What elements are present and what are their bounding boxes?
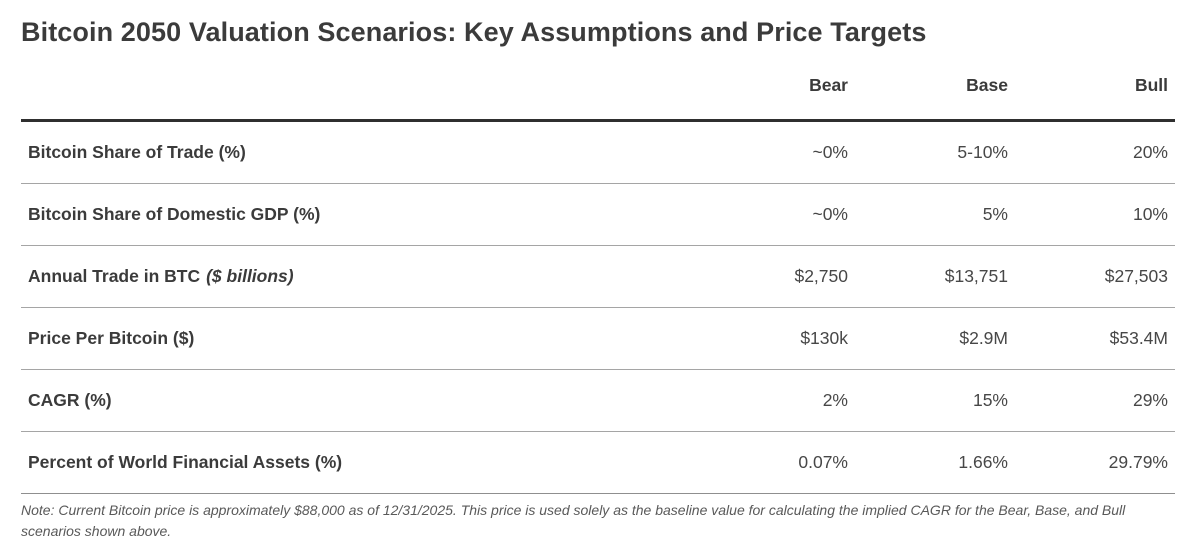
row-label: Percent of World Financial Assets (%) (21, 431, 695, 495)
table-row-share-of-gdp: Bitcoin Share of Domestic GDP (%) ~0% 5%… (21, 183, 1175, 247)
row-label-text: Annual Trade in BTC (28, 266, 201, 287)
row-label-text: Price Per Bitcoin ($) (28, 328, 195, 349)
table-header-row: Bear Base Bull (21, 52, 1175, 123)
cell-bull: 10% (1015, 183, 1175, 247)
table-row-world-financial-assets: Percent of World Financial Assets (%) 0.… (21, 431, 1175, 495)
row-label-text: CAGR (%) (28, 390, 112, 411)
cell-base: 1.66% (855, 431, 1015, 495)
cell-base: $2.9M (855, 307, 1015, 371)
table-row-share-of-trade: Bitcoin Share of Trade (%) ~0% 5-10% 20% (21, 120, 1175, 185)
cell-bull: $53.4M (1015, 307, 1175, 371)
header-base: Base (855, 52, 1015, 123)
row-label: Bitcoin Share of Trade (%) (21, 120, 695, 185)
row-label-note: ($ billions) (206, 266, 294, 287)
figure-title: Bitcoin 2050 Valuation Scenarios: Key As… (21, 17, 927, 47)
cell-bear: 0.07% (695, 431, 855, 495)
row-label: Annual Trade in BTC ($ billions) (21, 245, 695, 309)
table-row-cagr: CAGR (%) 2% 15% 29% (21, 369, 1175, 433)
table-head: Bear Base Bull (21, 52, 1175, 123)
table-row-annual-trade: Annual Trade in BTC ($ billions) $2,750 $… (21, 245, 1175, 309)
table-body: Bitcoin Share of Trade (%) ~0% 5-10% 20%… (21, 120, 1175, 495)
scenario-table: Bear Base Bull Bitcoin Share of Trade (%… (21, 52, 1175, 495)
cell-base: 5-10% (855, 120, 1015, 185)
cell-base: 15% (855, 369, 1015, 433)
cell-base: $13,751 (855, 245, 1015, 309)
row-label-text: Percent of World Financial Assets (%) (28, 452, 343, 473)
row-label-text: Bitcoin Share of Trade (%) (28, 142, 246, 163)
header-bull: Bull (1015, 52, 1175, 123)
cell-bear: $2,750 (695, 245, 855, 309)
cell-bear: $130k (695, 307, 855, 371)
cell-bull: 29% (1015, 369, 1175, 433)
cell-bear: ~0% (695, 120, 855, 185)
header-bear: Bear (695, 52, 855, 123)
figure-footnote: Note: Current Bitcoin price is approxima… (21, 502, 1126, 540)
cell-bull: 29.79% (1015, 431, 1175, 495)
cell-bear: ~0% (695, 183, 855, 247)
header-spacer-cell (21, 52, 695, 123)
row-label-text: Bitcoin Share of Domestic GDP (%) (28, 204, 321, 225)
valuation-table-figure: Bitcoin 2050 Valuation Scenarios: Key As… (21, 17, 1175, 540)
cell-bear: 2% (695, 369, 855, 433)
cell-bull: 20% (1015, 120, 1175, 185)
row-label: Price Per Bitcoin ($) (21, 307, 695, 371)
cell-bull: $27,503 (1015, 245, 1175, 309)
row-label: CAGR (%) (21, 369, 695, 433)
row-label: Bitcoin Share of Domestic GDP (%) (21, 183, 695, 247)
cell-base: 5% (855, 183, 1015, 247)
table-row-price-per-bitcoin: Price Per Bitcoin ($) $130k $2.9M $53.4M (21, 307, 1175, 371)
